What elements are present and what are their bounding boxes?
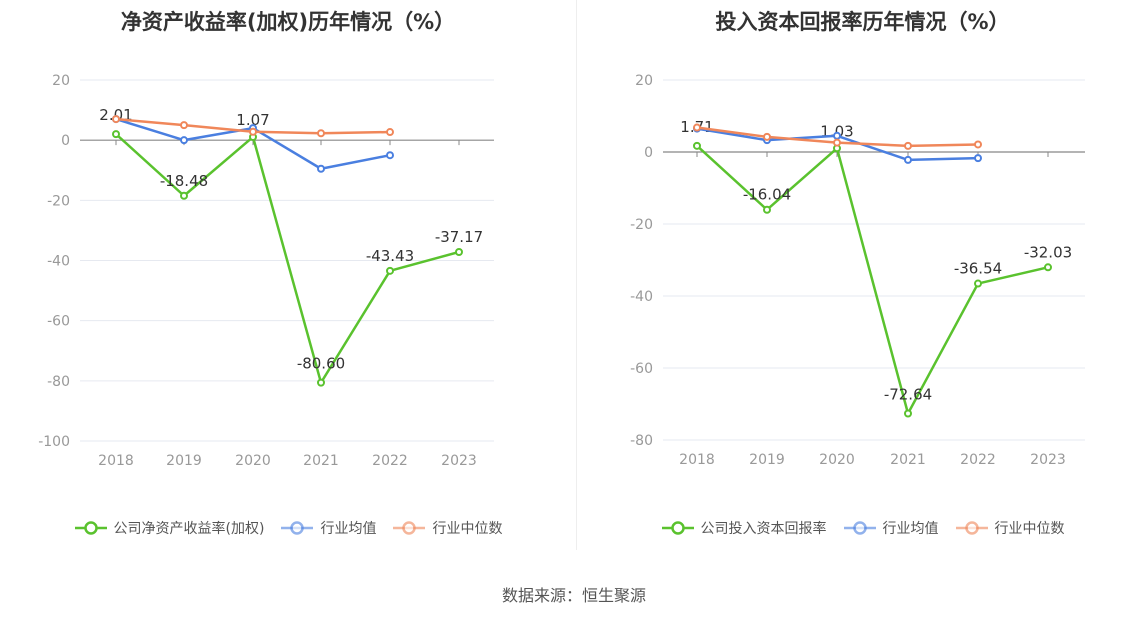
y-tick-label: 0	[644, 145, 653, 161]
legend-item[interactable]: 行业均值	[843, 518, 939, 538]
y-tick-label: -60	[47, 314, 70, 330]
data-point	[112, 130, 120, 139]
y-tick-label: 20	[635, 73, 653, 89]
legend-item[interactable]: 行业中位数	[392, 518, 502, 538]
y-tick-label: 20	[52, 73, 70, 89]
data-label: -80.60	[297, 355, 345, 373]
y-tick-label: -20	[47, 193, 70, 209]
data-point	[904, 409, 912, 418]
x-tick-label: 2022	[372, 453, 408, 469]
legend-item[interactable]: 行业均值	[280, 518, 376, 538]
data-label: -43.43	[366, 247, 414, 265]
data-point	[180, 191, 188, 200]
chart-panel-roic: 投入资本回报率历年情况（%） 20 0 -20 -40 -60 -80 2018 2019 20…	[577, 0, 1148, 560]
data-point	[386, 151, 394, 160]
data-point	[317, 129, 325, 138]
data-point	[763, 132, 771, 141]
data-point	[833, 138, 841, 147]
legend-label: 行业均值	[320, 521, 377, 537]
data-point	[974, 279, 982, 288]
data-point	[317, 378, 325, 387]
x-tick-label: 2023	[1030, 452, 1066, 468]
x-tick-label: 2021	[303, 453, 339, 469]
chart-title: 净资产收益率(加权)历年情况（%）	[120, 10, 456, 34]
data-point	[317, 164, 325, 173]
series-line	[696, 144, 1049, 415]
legend-label: 行业中位数	[432, 521, 503, 537]
roe-line-chart: 20 0 -20 -40 -60 -80 -100 2018 2019 2020 2021 2022 2…	[38, 73, 494, 469]
data-point	[974, 140, 982, 149]
data-point	[974, 154, 982, 163]
y-tick-label: -80	[630, 433, 653, 449]
x-tick-label: 2019	[749, 452, 785, 468]
x-tick-label: 2020	[819, 452, 855, 468]
data-label: -72.64	[884, 386, 932, 404]
legend-label: 公司投入资本回报率	[700, 521, 827, 537]
data-point	[112, 115, 120, 124]
legend-label: 行业均值	[882, 521, 939, 537]
data-point	[833, 131, 841, 140]
legend-marker-icon	[955, 521, 988, 535]
legend-marker-icon	[281, 521, 314, 535]
data-label: -16.04	[743, 186, 791, 204]
data-point	[693, 141, 701, 150]
x-tick-label: 2018	[98, 453, 134, 469]
x-tick-label: 2022	[960, 452, 996, 468]
roic-line-chart: 200-20-40-60-802018201920202021202220231…	[630, 73, 1085, 468]
data-point	[904, 141, 912, 150]
legend-label: 行业中位数	[994, 521, 1065, 537]
x-tick-label: 2019	[166, 453, 202, 469]
data-point	[1044, 263, 1052, 272]
y-tick-label: -80	[47, 374, 70, 390]
data-point	[693, 123, 701, 132]
chart-legend: 公司净资产收益率(加权) 行业均值 行业中位数	[0, 518, 576, 538]
data-label: -36.54	[954, 260, 1002, 278]
y-tick-label: -40	[47, 254, 70, 270]
data-point	[763, 205, 771, 214]
data-label: -18.48	[160, 172, 208, 190]
x-tick-label: 2023	[441, 453, 477, 469]
data-point	[180, 121, 188, 130]
legend-item[interactable]: 行业中位数	[955, 518, 1065, 538]
y-tick-label: -40	[630, 289, 653, 305]
data-point	[249, 127, 257, 136]
data-label: 1.07	[236, 111, 269, 129]
data-label: -37.17	[435, 228, 483, 246]
series-line	[115, 133, 460, 384]
y-tick-label: 0	[61, 133, 70, 149]
legend-item[interactable]: 公司投入资本回报率	[661, 518, 827, 538]
x-tick-label: 2020	[235, 453, 271, 469]
legend-marker-icon	[74, 521, 107, 535]
legend-marker-icon	[661, 521, 694, 535]
data-point	[455, 247, 463, 256]
x-tick-label: 2021	[890, 452, 926, 468]
legend-item[interactable]: 公司净资产收益率(加权)	[74, 518, 265, 538]
y-tick-label: -60	[630, 361, 653, 377]
y-tick-label: -20	[630, 217, 653, 233]
chart-panel-roe: 净资产收益率(加权)历年情况（%） 20 0 -20 -40 -60 -80 -100 201…	[0, 0, 576, 560]
x-tick-label: 2018	[679, 452, 715, 468]
data-point	[386, 266, 394, 275]
legend-label: 公司净资产收益率(加权)	[113, 521, 265, 537]
panel-divider	[576, 0, 577, 550]
y-tick-label: -100	[38, 434, 70, 450]
data-point	[180, 136, 188, 145]
chart-title: 投入资本回报率历年情况（%）	[715, 10, 1010, 34]
chart-legend: 公司投入资本回报率 行业均值 行业中位数	[577, 518, 1148, 538]
data-label: -32.03	[1024, 243, 1072, 261]
data-point	[904, 155, 912, 164]
legend-marker-icon	[393, 521, 426, 535]
legend-marker-icon	[843, 521, 876, 535]
data-source-note: 数据来源：恒生聚源	[501, 586, 646, 605]
data-point	[386, 128, 394, 137]
